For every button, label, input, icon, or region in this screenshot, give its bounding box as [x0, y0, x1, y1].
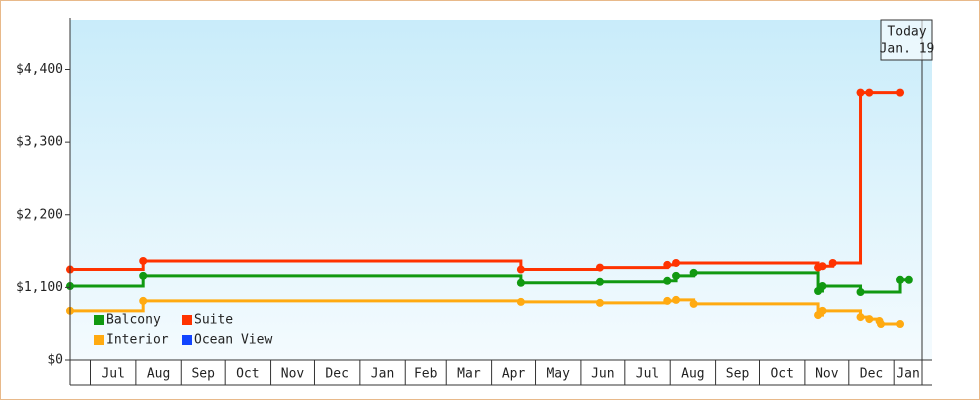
data-point [818, 282, 827, 291]
data-point [865, 315, 874, 324]
legend-swatch [182, 315, 192, 325]
x-tick-label: Jun [591, 367, 614, 382]
data-point [663, 296, 672, 305]
x-tick-label: Jan [896, 367, 919, 382]
x-tick-label: Oct [236, 367, 259, 382]
data-point [856, 288, 865, 296]
legend-label: Suite [194, 313, 233, 328]
data-point [896, 320, 905, 329]
legend-swatch [182, 335, 192, 345]
data-point [818, 306, 827, 315]
x-tick-label: Dec [860, 367, 883, 382]
data-point [595, 263, 604, 272]
x-tick-label: Sep [191, 367, 215, 382]
y-tick-label: $4,400 [16, 62, 63, 77]
data-point [896, 88, 905, 97]
y-tick-label: $1,100 [16, 280, 63, 295]
data-point [516, 297, 525, 306]
data-point [516, 265, 525, 274]
x-tick-label: Nov [815, 367, 839, 382]
data-point [818, 262, 827, 271]
data-point [672, 258, 681, 267]
today-label: Today [887, 25, 926, 40]
x-tick-label: Jul [636, 367, 659, 382]
data-point [904, 275, 913, 284]
data-point [516, 278, 525, 287]
x-tick-label: Aug [147, 367, 170, 382]
today-box [880, 19, 933, 61]
data-point [877, 320, 886, 329]
data-point [896, 275, 905, 284]
data-point [595, 298, 604, 307]
legend-swatch [94, 335, 104, 345]
legend-label: Ocean View [194, 333, 272, 348]
legend-label: Balcony [106, 313, 161, 328]
x-tick-label: Mar [457, 367, 481, 382]
data-point [828, 258, 837, 267]
data-point [663, 276, 672, 285]
legend-swatch [94, 315, 104, 325]
data-point [672, 295, 681, 304]
x-tick-label: Jul [101, 367, 124, 382]
x-tick-label: Jan [371, 367, 394, 382]
legend-label: Interior [106, 333, 169, 348]
x-tick-label: Oct [770, 367, 793, 382]
data-point [672, 271, 681, 280]
y-tick-label: $3,300 [16, 135, 63, 150]
data-point [856, 88, 865, 97]
data-point [865, 88, 874, 97]
x-tick-label: Feb [414, 367, 438, 382]
plot-area [70, 20, 932, 360]
x-tick-label: Aug [681, 367, 704, 382]
x-tick-label: Sep [726, 367, 750, 382]
data-point [663, 260, 672, 269]
data-point [139, 296, 148, 305]
x-tick-label: May [546, 367, 570, 382]
y-tick-label: $2,200 [16, 207, 63, 222]
data-point [856, 313, 865, 322]
x-tick-label: Apr [502, 367, 526, 382]
today-date: Jan. 19 [880, 42, 935, 57]
x-tick-label: Dec [325, 367, 348, 382]
x-tick-label: Nov [281, 367, 305, 382]
data-point [139, 271, 148, 280]
data-point [689, 299, 698, 308]
data-point [689, 268, 698, 277]
y-tick-label: $0 [47, 353, 63, 368]
data-point [139, 256, 148, 265]
data-point [595, 277, 604, 286]
